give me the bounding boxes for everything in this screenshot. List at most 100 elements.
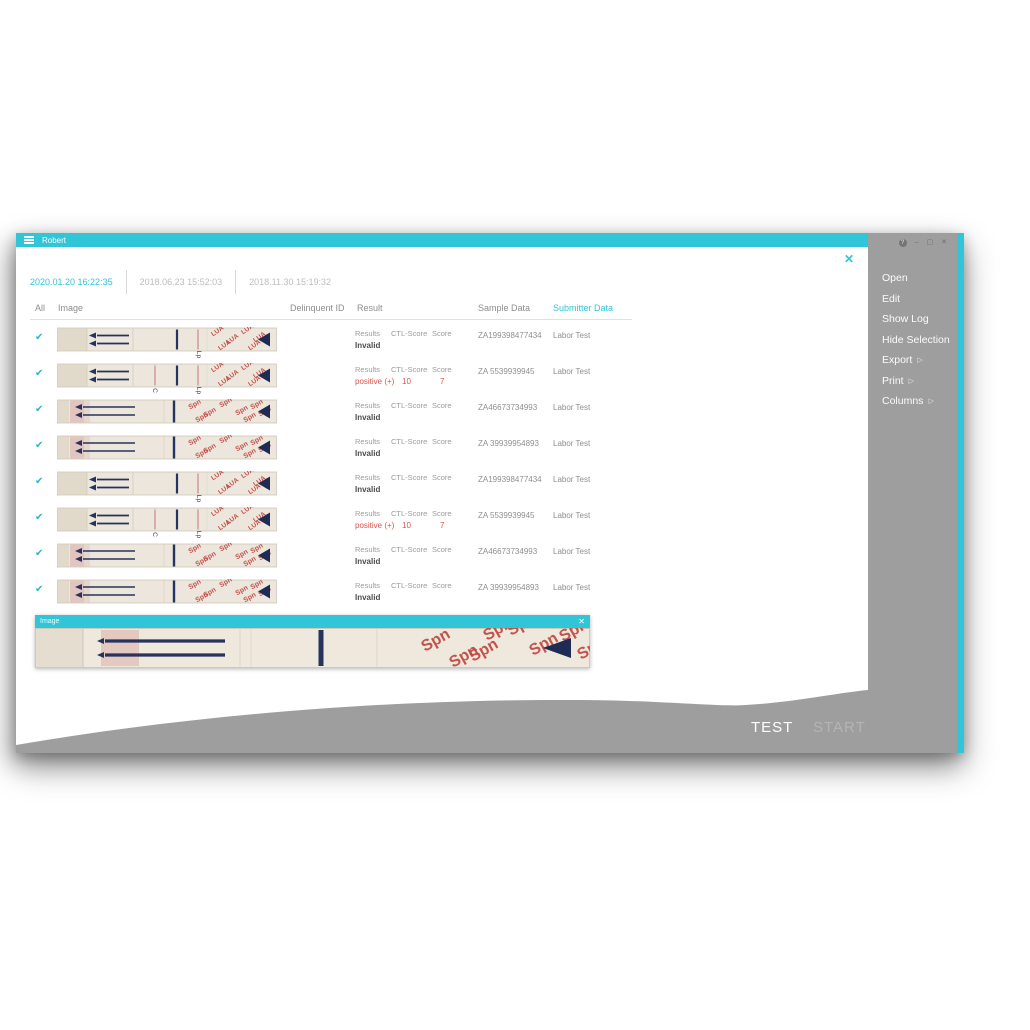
result-subheader-results: Results bbox=[355, 437, 381, 446]
table-row[interactable]: ✔ SpnSpnSpnSpnSpnSpnSpnSpn Results CTL-S… bbox=[16, 398, 868, 434]
row-checkbox[interactable]: ✔ bbox=[35, 332, 44, 343]
sample-data-cell: ZA 5539939945 bbox=[478, 511, 535, 520]
result-cell: Results CTL-Score Score Invalid bbox=[355, 401, 485, 431]
svg-text:LUA: LUA bbox=[240, 327, 255, 336]
sidebar-item-print[interactable]: Print ▷ bbox=[882, 371, 957, 392]
preview-close-icon[interactable]: ✕ bbox=[578, 617, 585, 626]
row-checkbox[interactable]: ✔ bbox=[35, 440, 44, 451]
sample-data-cell: ZA 39939954893 bbox=[478, 583, 539, 592]
submitter-data-cell: Labor Test bbox=[553, 475, 591, 484]
start-button[interactable]: START bbox=[813, 719, 866, 736]
help-icon[interactable]: ? bbox=[898, 239, 907, 247]
table-row[interactable]: ✔ LUA LUA LUA LUA LUA LUA Results CTL-Score S… bbox=[16, 326, 868, 362]
result-subheader-score: Score bbox=[432, 401, 452, 410]
result-subheader-results: Results bbox=[355, 545, 381, 554]
timestamp-tab[interactable]: 2020.01.20 16:22:35 bbox=[30, 277, 113, 287]
results-table: ✔ LUA LUA LUA LUA LUA LUA Results CTL-Score S… bbox=[16, 326, 868, 614]
test-strip-image[interactable]: SpnSpnSpnSpnSpnSpnSpnSpn bbox=[57, 579, 277, 604]
result-cell: Results CTL-Score Score positive (+) 10 … bbox=[355, 365, 485, 395]
test-strip-image[interactable]: SpnSpnSpnSpnSpnSpnSpnSpn bbox=[57, 543, 277, 568]
sidebar-item-edit[interactable]: Edit bbox=[882, 289, 957, 310]
table-row[interactable]: ✔ SpnSpnSpnSpnSpnSpnSpnSpn Results CTL-S… bbox=[16, 578, 868, 614]
score-value: 7 bbox=[440, 377, 445, 386]
hamburger-menu-icon[interactable] bbox=[24, 236, 34, 244]
row-checkbox[interactable]: ✔ bbox=[35, 584, 44, 595]
sidebar-item-hide-selection[interactable]: Hide Selection bbox=[882, 330, 957, 351]
table-row[interactable]: ✔ SpnSpnSpnSpnSpnSpnSpnSpn Results CTL-S… bbox=[16, 542, 868, 578]
column-header-delinquent-id[interactable]: Delinquent ID bbox=[290, 303, 345, 313]
sample-data-cell: ZA46673734993 bbox=[478, 547, 538, 556]
table-row[interactable]: ✔ LUA LUA LUA LUA LUA LUA Results CTL-Score S… bbox=[16, 506, 868, 542]
table-row[interactable]: ✔ LUA LUA LUA LUA LUA LUA Results CTL-Score S… bbox=[16, 470, 868, 506]
row-checkbox[interactable]: ✔ bbox=[35, 476, 44, 487]
svg-text:LUA: LUA bbox=[240, 507, 255, 516]
row-checkbox[interactable]: ✔ bbox=[35, 512, 44, 523]
column-header-all[interactable]: All bbox=[35, 303, 46, 313]
result-value: Invalid bbox=[355, 341, 381, 350]
result-cell: Results CTL-Score Score positive (+) 10 … bbox=[355, 509, 485, 539]
svg-text:LUA: LUA bbox=[240, 471, 255, 480]
test-button[interactable]: TEST bbox=[751, 719, 794, 736]
result-subheader-score: Score bbox=[432, 545, 452, 554]
result-subheader-ctl-score: CTL-Score bbox=[391, 329, 428, 338]
strip-line-label: Lp bbox=[195, 494, 203, 503]
maximize-icon[interactable]: ▢ bbox=[926, 239, 934, 246]
result-subheader-score: Score bbox=[432, 437, 452, 446]
timestamp-tab[interactable]: 2018.06.23 15:52:03 bbox=[139, 277, 223, 287]
strip-line-label: Lp bbox=[195, 530, 203, 539]
sidebar-item-label: Open bbox=[882, 272, 908, 285]
score-value: 7 bbox=[440, 521, 445, 530]
strip-line-label: Lp bbox=[195, 350, 203, 359]
submitter-data-cell: Labor Test bbox=[553, 403, 591, 412]
result-cell: Results CTL-Score Score Invalid bbox=[355, 581, 485, 611]
column-header-submitter-data[interactable]: Submitter Data bbox=[553, 303, 614, 313]
svg-text:Spn: Spn bbox=[505, 628, 540, 639]
minimize-icon[interactable]: – bbox=[914, 239, 919, 246]
column-header-result[interactable]: Result bbox=[357, 303, 383, 313]
row-checkbox[interactable]: ✔ bbox=[35, 368, 44, 379]
result-subheader-results: Results bbox=[355, 329, 381, 338]
timestamp-tab[interactable]: 2018.11.30 15:19:32 bbox=[249, 277, 332, 287]
svg-text:LUA: LUA bbox=[210, 363, 225, 374]
column-header-sample-data[interactable]: Sample Data bbox=[478, 303, 531, 313]
result-value: positive (+) bbox=[355, 377, 395, 386]
submenu-arrow-icon: ▷ bbox=[908, 377, 914, 385]
result-cell: Results CTL-Score Score Invalid bbox=[355, 545, 485, 575]
result-subheader-results: Results bbox=[355, 365, 381, 374]
sidebar-item-export[interactable]: Export ▷ bbox=[882, 350, 957, 371]
window-titlebar: Robert bbox=[16, 233, 868, 247]
result-subheader-ctl-score: CTL-Score bbox=[391, 545, 428, 554]
footer-curve bbox=[16, 690, 868, 753]
sidebar-item-label: Columns bbox=[882, 395, 924, 408]
sidebar-item-open[interactable]: Open bbox=[882, 268, 957, 289]
table-row[interactable]: ✔ LUA LUA LUA LUA LUA LUA Results CTL-Score S… bbox=[16, 362, 868, 398]
svg-text:LUA: LUA bbox=[210, 471, 225, 482]
sidebar-item-show-log[interactable]: Show Log bbox=[882, 309, 957, 330]
test-strip-image[interactable]: SpnSpnSpnSpnSpnSpnSpnSpn bbox=[57, 399, 277, 424]
result-subheader-score: Score bbox=[432, 365, 452, 374]
tab-divider bbox=[125, 270, 127, 294]
tab-divider bbox=[235, 270, 237, 294]
preview-title: Image bbox=[40, 618, 60, 625]
result-subheader-ctl-score: CTL-Score bbox=[391, 509, 428, 518]
panel-close-icon[interactable]: ✕ bbox=[843, 252, 854, 266]
ctl-score-value: 10 bbox=[402, 377, 411, 386]
row-checkbox[interactable]: ✔ bbox=[35, 548, 44, 559]
close-icon[interactable]: ✕ bbox=[941, 239, 947, 246]
svg-text:Spn: Spn bbox=[219, 399, 234, 409]
sidebar-item-label: Print bbox=[882, 374, 904, 387]
submitter-data-cell: Labor Test bbox=[553, 547, 591, 556]
header-divider bbox=[30, 319, 632, 320]
result-subheader-score: Score bbox=[432, 509, 452, 518]
row-checkbox[interactable]: ✔ bbox=[35, 404, 44, 415]
sample-data-cell: ZA46673734993 bbox=[478, 403, 538, 412]
column-header-image[interactable]: Image bbox=[58, 303, 84, 313]
sample-data-cell: ZA 39939954893 bbox=[478, 439, 539, 448]
test-strip-image[interactable]: SpnSpnSpnSpnSpnSpnSpnSpn bbox=[57, 435, 277, 460]
table-row[interactable]: ✔ SpnSpnSpnSpnSpnSpnSpnSpn Results CTL-S… bbox=[16, 434, 868, 470]
sidebar-item-columns[interactable]: Columns ▷ bbox=[882, 391, 957, 412]
